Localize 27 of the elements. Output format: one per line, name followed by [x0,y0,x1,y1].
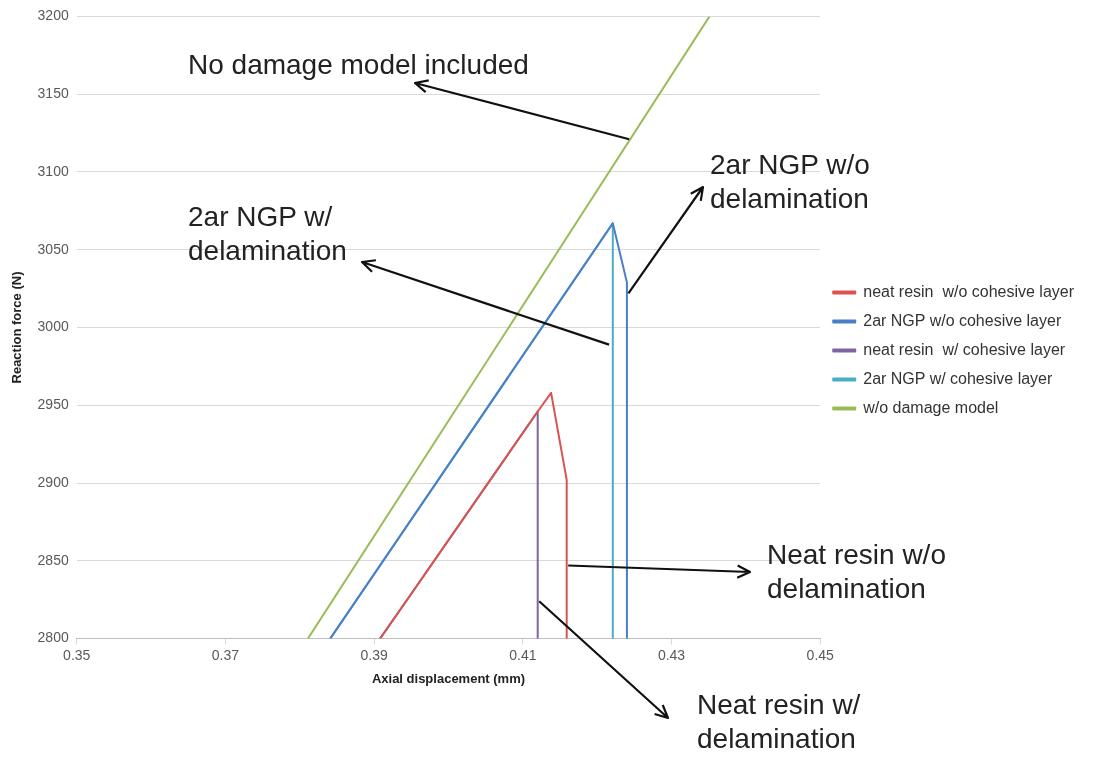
y-tick-label: 3200 [37,7,69,24]
annotation: 2ar NGP w/o delamination [710,148,871,216]
y-tick-label: 3050 [37,240,69,257]
y-tick-label: 2850 [37,551,69,568]
legend-label: 2ar NGP w/o cohesive layer [863,311,1062,329]
x-tick-label: 0.39 [360,646,388,663]
annotation: No damage model included [188,48,530,82]
y-axis-title: Reaction force (N) [9,271,25,384]
y-tick-label: 3150 [37,85,69,102]
legend-label: w/o damage model [862,398,999,416]
y-tick-label: 3100 [37,162,69,179]
annotation: Neat resin w/o delamination [767,538,947,606]
annotation: Neat resin w/ delamination [697,688,862,756]
legend-label: neat resin w/ cohesive layer [863,340,1066,358]
y-tick-label: 3000 [37,318,69,335]
x-axis-title: Axial displacement (mm) [371,670,526,686]
x-tick-label: 0.35 [63,646,91,663]
annotation: 2ar NGP w/ delamination [188,200,348,268]
x-tick-label: 0.37 [211,646,240,663]
x-tick-label: 0.45 [806,646,835,663]
y-tick-label: 2900 [37,473,69,490]
x-tick-label: 0.43 [657,646,686,663]
x-tick-label: 0.41 [509,646,537,663]
y-tick-label: 2950 [37,396,69,413]
y-tick-label: 2800 [37,629,69,646]
legend-label: neat resin w/o cohesive layer [863,282,1075,300]
legend-label: 2ar NGP w/ cohesive layer [863,369,1054,387]
